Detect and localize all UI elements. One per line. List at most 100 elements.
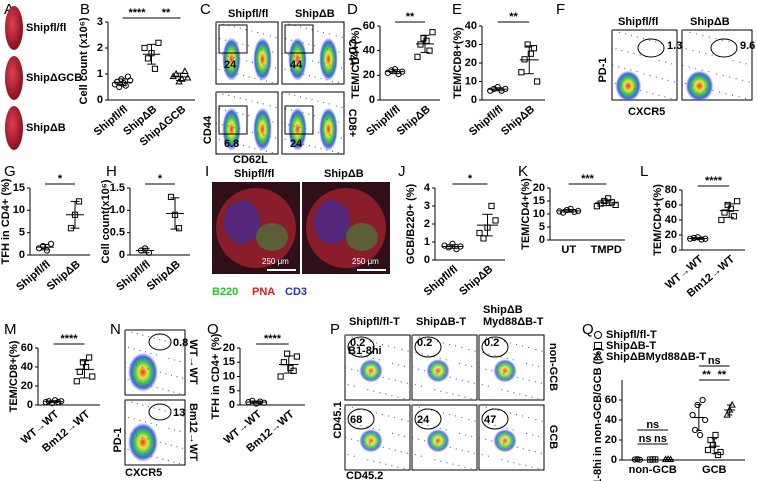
flow-event <box>528 449 530 451</box>
data-point <box>260 399 268 406</box>
flow-event <box>351 406 353 408</box>
flow-event <box>630 34 633 37</box>
flow-event <box>535 419 537 421</box>
flow-event <box>275 36 277 38</box>
data-point <box>43 247 51 254</box>
data-point <box>414 53 421 60</box>
flow-event <box>222 93 224 95</box>
flow-event <box>224 109 227 111</box>
flow-event <box>182 415 184 417</box>
flow-event <box>170 374 172 376</box>
flow-event <box>681 29 683 31</box>
genotype-label: Shipfl/fl <box>26 22 66 34</box>
flow-event <box>478 404 480 406</box>
data-point <box>426 47 433 54</box>
row-label: CD4+ <box>346 39 358 67</box>
flow-event <box>338 51 340 53</box>
flow-event <box>538 435 540 438</box>
flow-plot <box>344 404 411 471</box>
flow-event <box>233 56 235 59</box>
flow-event <box>246 60 248 62</box>
flow-event <box>685 82 687 85</box>
flow-event <box>522 378 524 380</box>
flow-event <box>131 331 133 333</box>
flow-event <box>281 91 283 93</box>
y-axis-label: TEM/CD4+(%) <box>350 27 362 99</box>
gate-value: 24 <box>224 59 237 71</box>
flow-event <box>540 452 542 454</box>
flow-event <box>394 379 396 381</box>
flow-event <box>311 99 313 101</box>
flow-plot <box>611 29 678 102</box>
data-point <box>689 411 696 419</box>
genotype-label: ShipΔGCB <box>26 72 82 84</box>
flow-event <box>465 434 467 436</box>
flow-event <box>525 395 527 397</box>
flow-event <box>655 76 657 78</box>
flow-event <box>142 404 144 406</box>
flow-event <box>320 147 322 150</box>
data-point <box>556 208 563 215</box>
flow-event <box>705 52 707 55</box>
flow-event <box>360 424 362 427</box>
panel-letter: I <box>205 163 209 180</box>
flow-event <box>668 45 670 47</box>
flow-event <box>285 38 287 40</box>
data-point <box>184 73 192 81</box>
flow-event <box>303 73 305 75</box>
y-tick-label: 0.5 <box>110 227 125 239</box>
flow-event <box>449 376 451 378</box>
y-tick-label: 60 <box>605 394 617 406</box>
flow-event <box>701 69 703 71</box>
gate-value: 0.2 <box>484 337 499 349</box>
flow-event <box>127 379 129 381</box>
flow-event <box>506 357 508 359</box>
panel-letter: O <box>207 321 219 338</box>
flow-event <box>525 465 527 467</box>
flow-event <box>142 334 144 336</box>
flow-event <box>153 407 155 409</box>
flow-event <box>711 54 713 56</box>
y-tick-label: 60 <box>21 342 33 354</box>
flow-event <box>509 412 512 414</box>
flow-event <box>153 337 155 339</box>
flow-event <box>164 410 166 412</box>
flow-population <box>493 429 517 453</box>
y-tick-label: 0 <box>97 94 103 106</box>
flow-event <box>133 418 135 420</box>
significance-label: *** <box>581 173 595 185</box>
flow-event <box>176 344 179 346</box>
flow-event <box>335 35 337 37</box>
flow-event <box>418 406 420 408</box>
y-tick-label: 0 <box>471 94 477 106</box>
flow-event <box>465 364 467 366</box>
data-point <box>116 83 123 91</box>
data-point <box>73 378 80 385</box>
y-tick-label: 20 <box>21 380 33 392</box>
column-label: Shipfl/fl <box>618 16 658 28</box>
flow-event <box>427 424 429 427</box>
flow-event <box>337 152 339 154</box>
flow-event <box>290 140 292 142</box>
flow-event <box>391 362 394 365</box>
y-tick-label: 20 <box>665 229 677 241</box>
flow-event <box>643 73 645 75</box>
flow-event <box>388 448 390 450</box>
flow-event <box>236 112 238 114</box>
flow-event <box>262 103 264 105</box>
flow-event <box>471 365 473 368</box>
flow-event <box>507 390 509 392</box>
gate <box>347 336 375 358</box>
significance-label: ** <box>406 11 415 23</box>
flow-event <box>150 352 152 354</box>
flow-event <box>124 399 126 401</box>
y-axis-label: GCB/B220+ (%) <box>405 183 417 264</box>
flow-event <box>744 97 747 100</box>
flow-event <box>308 75 311 77</box>
flow-event <box>418 368 420 370</box>
flow-event <box>181 377 184 379</box>
flow-event <box>332 119 334 122</box>
flow-event <box>162 388 164 390</box>
flow-event <box>478 334 480 336</box>
flow-event <box>340 67 343 69</box>
